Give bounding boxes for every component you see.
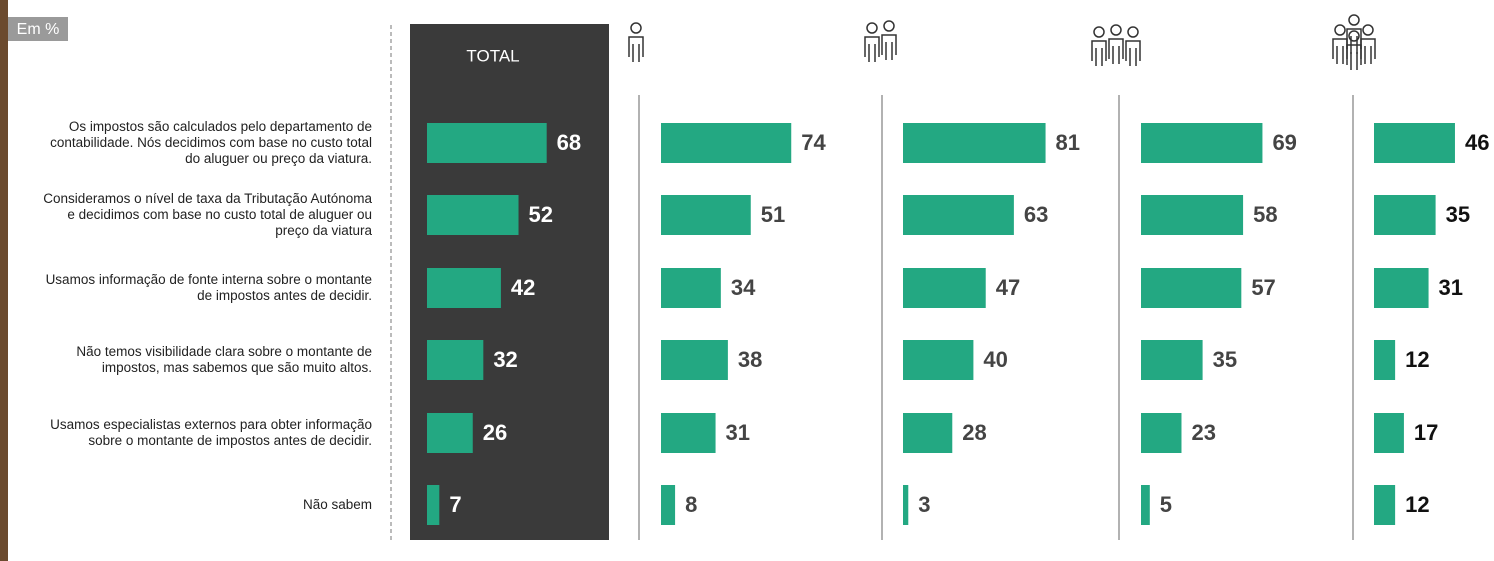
icon-head bbox=[1335, 25, 1345, 35]
category-label: Os impostos são calculados pelo departam… bbox=[37, 119, 372, 167]
icon-body bbox=[1109, 39, 1123, 64]
unit-label: Em % bbox=[17, 21, 60, 38]
bar bbox=[427, 340, 483, 380]
bar bbox=[1374, 413, 1404, 453]
bar bbox=[661, 268, 721, 308]
value-label: 38 bbox=[738, 347, 762, 372]
bar bbox=[1374, 268, 1429, 308]
icon-body bbox=[1347, 45, 1361, 70]
bar bbox=[1374, 340, 1395, 380]
bar bbox=[903, 340, 973, 380]
icon-body bbox=[865, 37, 879, 62]
value-label: 31 bbox=[726, 420, 750, 445]
value-label: 32 bbox=[493, 347, 517, 372]
bar bbox=[1141, 340, 1203, 380]
category-label: Usamos especialistas externos para obter… bbox=[37, 417, 372, 449]
value-label: 46 bbox=[1465, 130, 1489, 155]
icon-head bbox=[884, 21, 894, 31]
category-label: Consideramos o nível de taxa da Tributaç… bbox=[37, 191, 372, 239]
icons bbox=[629, 15, 1375, 70]
value-label: 81 bbox=[1056, 130, 1080, 155]
bar bbox=[903, 485, 908, 525]
bar bbox=[1374, 123, 1455, 163]
icon-head bbox=[1111, 25, 1121, 35]
value-label: 7 bbox=[449, 492, 461, 517]
icon-body bbox=[1361, 39, 1375, 64]
value-label: 63 bbox=[1024, 202, 1048, 227]
bar bbox=[903, 413, 952, 453]
value-label: 17 bbox=[1414, 420, 1438, 445]
value-label: 52 bbox=[529, 202, 553, 227]
value-label: 34 bbox=[731, 275, 756, 300]
value-label: 5 bbox=[1160, 492, 1172, 517]
category-label: Não temos visibilidade clara sobre o mon… bbox=[37, 344, 372, 376]
value-label: 47 bbox=[996, 275, 1020, 300]
page: Em % TOTAL 68 52 42 32 26 7 74 51 34 38 31 8 81 63 47 4… bbox=[0, 0, 1494, 561]
bar bbox=[427, 123, 547, 163]
icon-head bbox=[631, 23, 641, 33]
bar bbox=[427, 268, 501, 308]
series-name: TOTAL bbox=[466, 46, 519, 65]
bar bbox=[903, 123, 1046, 163]
value-label: 12 bbox=[1405, 347, 1429, 372]
category-label: Usamos informação de fonte interna sobre… bbox=[37, 272, 372, 304]
value-label: 35 bbox=[1446, 202, 1470, 227]
bar bbox=[1141, 123, 1262, 163]
value-label: 74 bbox=[801, 130, 826, 155]
value-label: 3 bbox=[918, 492, 930, 517]
value-label: 12 bbox=[1405, 492, 1429, 517]
icon-head bbox=[1128, 27, 1138, 37]
bar bbox=[427, 413, 473, 453]
value-label: 28 bbox=[962, 420, 986, 445]
icon-body bbox=[629, 37, 643, 62]
icon-body bbox=[1333, 39, 1347, 64]
icon-head bbox=[1094, 27, 1104, 37]
background-strip bbox=[0, 0, 8, 561]
value-label: 69 bbox=[1272, 130, 1296, 155]
value-label: 23 bbox=[1191, 420, 1215, 445]
bar bbox=[661, 123, 791, 163]
icon-body bbox=[1092, 41, 1106, 66]
bar bbox=[1141, 195, 1243, 235]
value-label: 31 bbox=[1439, 275, 1463, 300]
value-label: 42 bbox=[511, 275, 535, 300]
bar bbox=[427, 195, 519, 235]
bar bbox=[661, 485, 675, 525]
icon-head bbox=[867, 23, 877, 33]
bar bbox=[903, 268, 986, 308]
icon-body bbox=[882, 35, 896, 60]
value-label: 51 bbox=[761, 202, 785, 227]
value-label: 35 bbox=[1213, 347, 1237, 372]
bar bbox=[1141, 413, 1181, 453]
icon-head bbox=[1349, 15, 1359, 25]
bar bbox=[427, 485, 439, 525]
value-label: 26 bbox=[483, 420, 507, 445]
bar bbox=[1374, 195, 1436, 235]
icon-head bbox=[1363, 25, 1373, 35]
bar bbox=[1374, 485, 1395, 525]
value-label: 40 bbox=[983, 347, 1007, 372]
value-label: 68 bbox=[557, 130, 581, 155]
bar bbox=[661, 413, 716, 453]
value-label: 57 bbox=[1251, 275, 1275, 300]
bar bbox=[1141, 485, 1150, 525]
bar bbox=[903, 195, 1014, 235]
value-label: 8 bbox=[685, 492, 697, 517]
icon-body bbox=[1126, 41, 1140, 66]
category-label: Não sabem bbox=[37, 497, 372, 513]
value-label: 58 bbox=[1253, 202, 1277, 227]
bar bbox=[661, 340, 728, 380]
bar bbox=[661, 195, 751, 235]
bar bbox=[1141, 268, 1241, 308]
